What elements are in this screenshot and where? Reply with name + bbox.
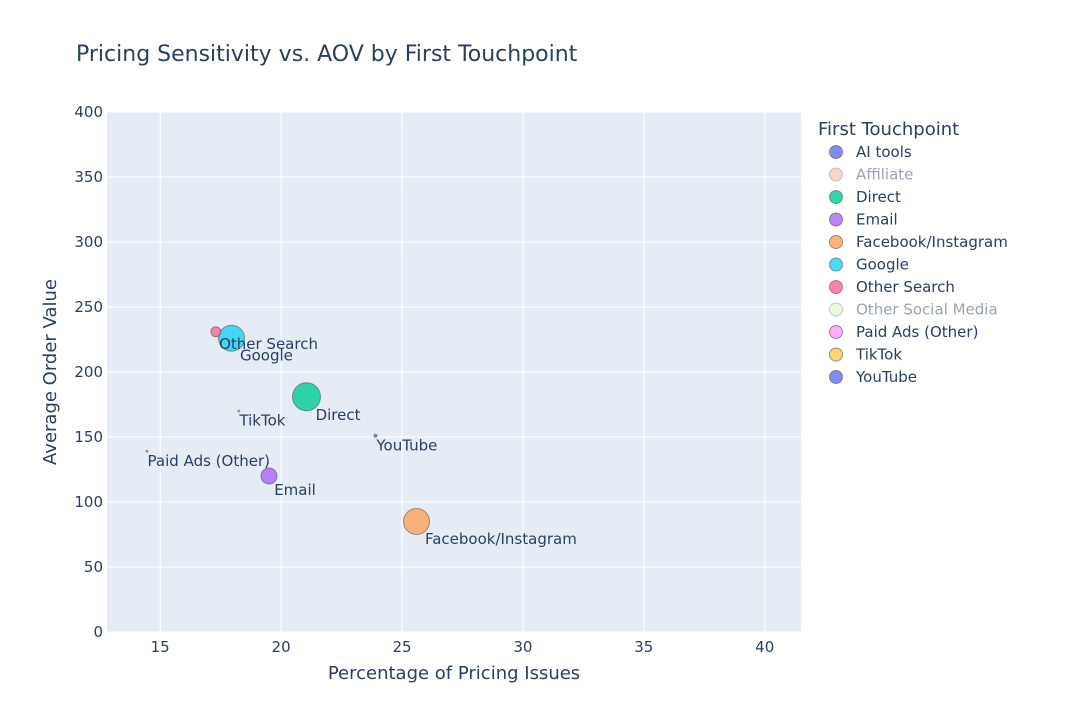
point-youtube	[373, 433, 378, 438]
annotation-email: Email	[274, 481, 316, 499]
x-axis-title: Percentage of Pricing Issues	[328, 663, 580, 684]
legend-marker-facebook-instagram[interactable]	[829, 235, 843, 249]
point-paid-ads-other	[145, 449, 149, 453]
legend-marker-google[interactable]	[829, 257, 843, 272]
legend-marker-email[interactable]	[829, 212, 843, 227]
legend-item-other-search[interactable]: Other Search	[856, 278, 955, 296]
point-other-search	[210, 326, 222, 338]
y-tick-label: 400	[74, 103, 103, 121]
legend-item-youtube[interactable]: YouTube	[855, 368, 917, 386]
y-tick-label: 250	[74, 298, 103, 316]
y-tick-label: 0	[93, 623, 103, 641]
x-tick-label: 40	[755, 638, 774, 656]
data-points	[145, 324, 431, 535]
annotation-direct: Direct	[316, 406, 361, 424]
y-tick-label: 150	[74, 428, 103, 446]
legend-marker-youtube[interactable]	[829, 370, 843, 384]
legend-title: First Touchpoint	[818, 119, 959, 140]
legend-item-other-social-media[interactable]: Other Social Media	[856, 301, 998, 319]
y-tick-label: 50	[84, 558, 103, 576]
annotation-other-search: Other Search	[219, 335, 318, 353]
legend-item-facebook-instagram[interactable]: Facebook/Instagram	[856, 233, 1008, 251]
legend-item-tiktok[interactable]: TikTok	[855, 346, 902, 364]
legend-marker-tiktok[interactable]	[829, 347, 843, 362]
grid	[107, 111, 801, 633]
y-tick-label: 350	[74, 168, 103, 186]
annotation-tiktok: TikTok	[238, 412, 285, 430]
annotation-paid-ads-other: Paid Ads (Other)	[148, 452, 270, 470]
y-tick-label: 200	[74, 363, 103, 381]
legend-marker-direct[interactable]	[829, 190, 843, 204]
legend-marker-ai-tools[interactable]	[829, 145, 843, 159]
legend-item-paid-ads-other[interactable]: Paid Ads (Other)	[856, 323, 978, 341]
x-tick-label: 25	[392, 638, 411, 656]
annotation-facebook-instagram: Facebook/Instagram	[425, 530, 577, 548]
legend-item-ai-tools[interactable]: AI tools	[856, 143, 912, 161]
legend-item-google[interactable]: Google	[856, 256, 909, 274]
x-tick-label: 30	[513, 638, 532, 656]
point-direct	[291, 382, 321, 412]
annotation-google: Google	[240, 347, 293, 365]
y-tick-label: 100	[74, 493, 103, 511]
point-email	[260, 467, 278, 485]
point-tiktok	[237, 409, 241, 413]
legend-item-affiliate[interactable]: Affiliate	[856, 166, 913, 184]
legend-marker-affiliate[interactable]	[829, 167, 843, 182]
legend-marker-other-social-media[interactable]	[829, 302, 843, 317]
legend: First Touchpoint AI tools Affiliate Direct…	[818, 119, 1008, 386]
y-axis-title: Average Order Value	[40, 279, 61, 465]
x-tick-label: 35	[634, 638, 653, 656]
chart-title: Pricing Sensitivity vs. AOV by First Tou…	[76, 42, 578, 67]
x-tick-label: 15	[151, 638, 170, 656]
annotation-youtube: YouTube	[375, 437, 437, 455]
y-tick-label: 300	[74, 233, 103, 251]
legend-item-email[interactable]: Email	[856, 211, 898, 229]
legend-marker-other-search[interactable]	[829, 280, 843, 294]
legend-marker-paid-ads-other[interactable]	[829, 325, 843, 339]
legend-item-direct[interactable]: Direct	[856, 188, 901, 206]
point-google	[218, 324, 246, 352]
point-facebook-instagram	[403, 508, 431, 535]
x-tick-label: 20	[272, 638, 291, 656]
